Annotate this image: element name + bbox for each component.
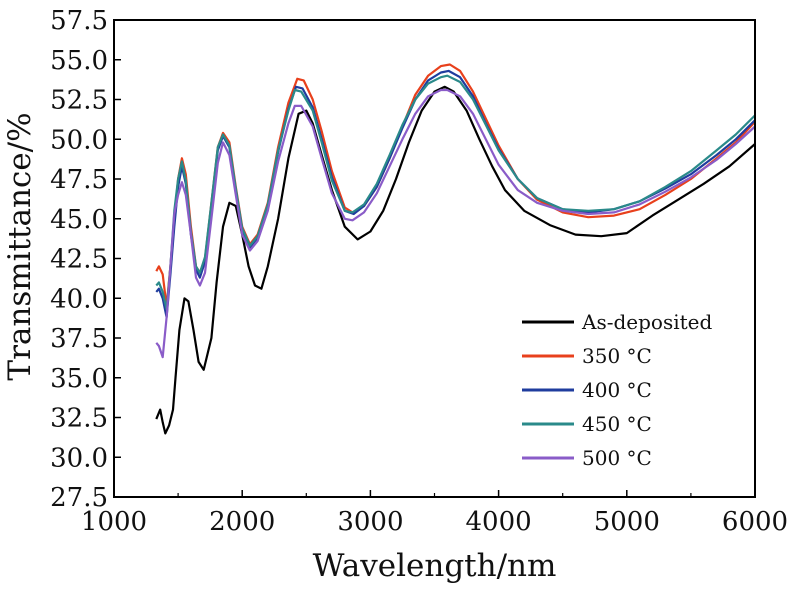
x-tick-label: 5000 [594, 507, 660, 537]
y-tick-label: 52.5 [50, 86, 108, 116]
y-tick-label: 32.5 [50, 404, 108, 434]
series-line-0 [155, 85, 756, 435]
y-tick-labels: 27.5 30.0 32.5 35.0 37.5 40.0 42.5 45.0 47.5 50.0… [50, 6, 108, 513]
x-axis-title: Wavelength/nm [313, 548, 557, 584]
legend-label-2: 400 °C [582, 378, 652, 402]
y-tick-label: 45.0 [50, 205, 108, 235]
y-axis-title: Transmittance/% [2, 112, 38, 380]
x-tick-label: 4000 [466, 507, 532, 537]
y-tick-label: 50.0 [50, 125, 108, 155]
x-axis-ticks [113, 490, 756, 497]
y-tick-label: 30.0 [50, 443, 108, 473]
series-line-1 [155, 63, 756, 308]
series-layer [155, 63, 756, 435]
y-tick-label: 57.5 [50, 6, 108, 36]
x-tick-labels: 1000 2000 3000 4000 5000 6000 [81, 507, 788, 537]
legend-label-1: 350 °C [582, 344, 652, 368]
y-tick-label: 42.5 [50, 245, 108, 275]
y-tick-label: 40.0 [50, 284, 108, 314]
series-line-4 [155, 88, 756, 359]
plot-frame [113, 19, 756, 498]
y-tick-label: 47.5 [50, 165, 108, 195]
y-axis-ticks [114, 19, 121, 498]
y-tick-label: 35.0 [50, 364, 108, 394]
x-tick-label: 6000 [722, 507, 788, 537]
x-tick-label: 3000 [337, 507, 403, 537]
legend-label-0: As-deposited [581, 310, 712, 334]
y-tick-label: 37.5 [50, 324, 108, 354]
x-tick-label: 1000 [81, 507, 147, 537]
legend: As-deposited 350 °C 400 °C 450 °C 500 °C [522, 310, 712, 470]
x-tick-label: 2000 [209, 507, 275, 537]
legend-label-3: 450 °C [582, 412, 652, 436]
legend-label-4: 500 °C [582, 446, 652, 470]
y-tick-label: 55.0 [50, 46, 108, 76]
y-tick-label: 27.5 [50, 483, 108, 513]
